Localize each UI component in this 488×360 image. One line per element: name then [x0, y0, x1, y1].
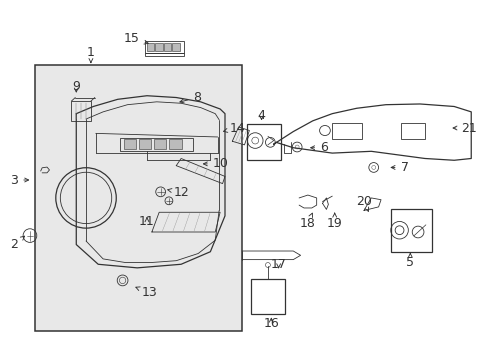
Bar — [250, 279, 285, 315]
Bar — [169, 139, 181, 149]
Text: 9: 9 — [72, 80, 80, 93]
Bar — [144, 53, 183, 55]
Text: 13: 13 — [136, 287, 158, 300]
Text: 11: 11 — [139, 215, 155, 228]
Text: 10: 10 — [203, 157, 228, 170]
Text: 5: 5 — [406, 253, 413, 269]
Text: 20: 20 — [355, 195, 371, 211]
Text: 17: 17 — [270, 258, 286, 271]
Text: 15: 15 — [123, 32, 148, 45]
Text: 1: 1 — [87, 46, 95, 63]
Bar — [71, 101, 91, 121]
Bar — [144, 41, 183, 53]
Text: 16: 16 — [263, 317, 279, 330]
Text: 21: 21 — [452, 122, 476, 135]
Bar — [120, 138, 193, 150]
Bar — [155, 42, 162, 51]
Text: 19: 19 — [326, 213, 342, 230]
Bar — [123, 139, 136, 149]
Bar — [154, 139, 166, 149]
Bar — [163, 42, 171, 51]
Text: 12: 12 — [167, 186, 189, 199]
Bar — [139, 139, 151, 149]
Text: 3: 3 — [10, 174, 28, 186]
Bar — [331, 123, 361, 139]
Text: 7: 7 — [390, 161, 407, 174]
Text: 18: 18 — [299, 213, 315, 230]
Bar — [390, 209, 431, 252]
Text: 4: 4 — [257, 109, 265, 122]
Text: 2: 2 — [10, 236, 24, 251]
Text: 6: 6 — [310, 141, 327, 154]
Bar — [400, 123, 424, 139]
Text: 14: 14 — [223, 122, 245, 135]
Bar — [246, 125, 281, 160]
Bar — [147, 42, 154, 51]
Bar — [35, 65, 242, 330]
Text: 8: 8 — [180, 91, 201, 104]
Bar — [172, 42, 179, 51]
